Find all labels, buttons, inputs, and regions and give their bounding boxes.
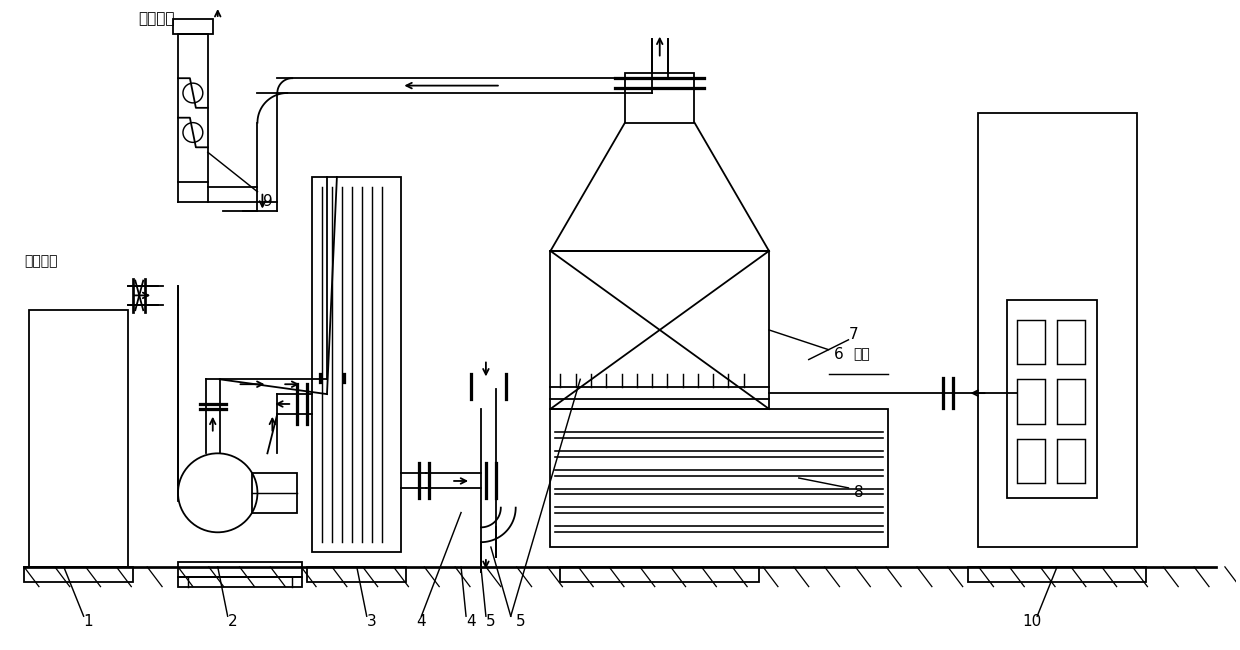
Text: 净化气体: 净化气体	[138, 12, 175, 27]
Bar	[1056, 320, 1085, 365]
Text: 5: 5	[486, 614, 496, 629]
Bar	[1007, 300, 1096, 498]
Bar	[253, 473, 298, 513]
Text: 7: 7	[848, 328, 858, 343]
Bar	[1056, 380, 1085, 424]
Bar	[1017, 439, 1045, 483]
Text: 臭氧: 臭氧	[853, 348, 870, 361]
Bar	[551, 251, 769, 409]
Bar	[967, 567, 1147, 582]
Bar	[179, 562, 303, 577]
Text: 4: 4	[466, 614, 476, 629]
Text: 10: 10	[1023, 614, 1042, 629]
Bar	[24, 567, 133, 582]
Bar	[308, 567, 407, 582]
Bar	[625, 73, 694, 123]
Text: 1: 1	[84, 614, 93, 629]
Text: 4: 4	[417, 614, 427, 629]
Bar	[1017, 320, 1045, 365]
Text: 8: 8	[853, 486, 863, 500]
Text: 9: 9	[263, 194, 273, 209]
Bar	[560, 567, 759, 582]
Bar	[29, 310, 128, 567]
Text: 5: 5	[516, 614, 526, 629]
Bar	[551, 409, 888, 547]
Bar	[179, 34, 208, 182]
Text: 6: 6	[833, 347, 843, 362]
Bar	[312, 177, 402, 552]
Bar	[977, 112, 1137, 547]
Text: 有机废气: 有机废气	[24, 254, 57, 268]
Text: 2: 2	[228, 614, 237, 629]
Bar	[1056, 439, 1085, 483]
Bar	[1017, 380, 1045, 424]
Bar	[179, 577, 303, 586]
Text: 3: 3	[367, 614, 377, 629]
Bar	[174, 19, 213, 34]
